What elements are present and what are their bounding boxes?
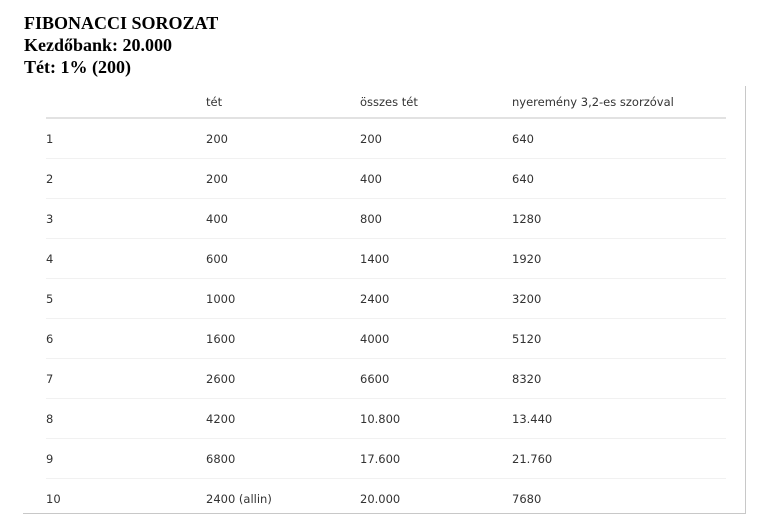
cell-stake: 1600 [206, 318, 360, 359]
cell-index: 2 [46, 158, 206, 199]
cell-winnings: 7680 [512, 491, 542, 506]
cell-index: 8 [46, 398, 206, 439]
cell-winnings: 5120 [512, 318, 726, 359]
heading-starting-bank: Kezdőbank: 20.000 [24, 35, 173, 55]
page-heading: FIBONACCI SOROZAT Kezdőbank: 20.000 Tét:… [24, 12, 218, 78]
cell-winnings: 8320 [512, 358, 726, 399]
table-row: 1 200 200 640 [46, 118, 726, 159]
column-header-index [46, 86, 206, 119]
cell-total-stake: 400 [360, 158, 512, 199]
cell-stake: 4200 [206, 398, 360, 439]
table-row: 6 1600 4000 5120 [46, 318, 726, 359]
cell-winnings: 640 [512, 158, 726, 199]
cell-winnings: 13.440 [512, 398, 726, 439]
cell-total-stake: 800 [360, 198, 512, 239]
cell-total-stake: 200 [360, 118, 512, 159]
cell-winnings: 640 [512, 118, 726, 159]
cell-index: 5 [46, 278, 206, 319]
table-row: 5 1000 2400 3200 [46, 278, 726, 319]
table-row: 3 400 800 1280 [46, 198, 726, 239]
cell-stake: 2400 (allin) [206, 491, 272, 506]
cell-winnings: 21.760 [512, 438, 726, 479]
cell-stake: 2600 [206, 358, 360, 399]
cell-index: 3 [46, 198, 206, 239]
cell-total-stake: 4000 [360, 318, 512, 359]
cell-index: 7 [46, 358, 206, 399]
cell-stake: 200 [206, 158, 360, 199]
cell-index: 4 [46, 238, 206, 279]
table-row: 10 2400 (allin) 20.000 7680 [46, 479, 726, 514]
cell-index: 1 [46, 118, 206, 159]
cell-total-stake: 20.000 [360, 491, 401, 506]
table-row: 8 4200 10.800 13.440 [46, 398, 726, 439]
cell-winnings: 1920 [512, 238, 726, 279]
fibonacci-table: tét összes tét nyeremény 3,2-es szorzóva… [46, 86, 726, 514]
cell-index: 6 [46, 318, 206, 359]
cell-total-stake: 10.800 [360, 398, 512, 439]
table-frame: tét összes tét nyeremény 3,2-es szorzóva… [23, 86, 746, 514]
heading-title: FIBONACCI SOROZAT [24, 13, 219, 33]
cell-total-stake: 6600 [360, 358, 512, 399]
cell-stake: 1000 [206, 278, 360, 319]
table-row: 9 6800 17.600 21.760 [46, 438, 726, 479]
cell-winnings: 1280 [512, 198, 726, 239]
cell-total-stake: 17.600 [360, 438, 512, 479]
heading-stake: Tét: 1% (200) [24, 57, 131, 77]
column-header-winnings: nyeremény 3,2-es szorzóval [512, 86, 726, 119]
table-row: 2 200 400 640 [46, 158, 726, 199]
cell-stake: 400 [206, 198, 360, 239]
cell-total-stake: 1400 [360, 238, 512, 279]
cell-total-stake: 2400 [360, 278, 512, 319]
cell-winnings: 3200 [512, 278, 726, 319]
cell-index: 10 [46, 491, 61, 506]
table-row: 7 2600 6600 8320 [46, 358, 726, 399]
table-row: 4 600 1400 1920 [46, 238, 726, 279]
cell-index: 9 [46, 438, 206, 479]
column-header-stake: tét [206, 86, 360, 119]
table-header-row: tét összes tét nyeremény 3,2-es szorzóva… [46, 86, 726, 119]
cell-stake: 6800 [206, 438, 360, 479]
cell-stake: 600 [206, 238, 360, 279]
cell-stake: 200 [206, 118, 360, 159]
column-header-total-stake: összes tét [360, 86, 512, 119]
